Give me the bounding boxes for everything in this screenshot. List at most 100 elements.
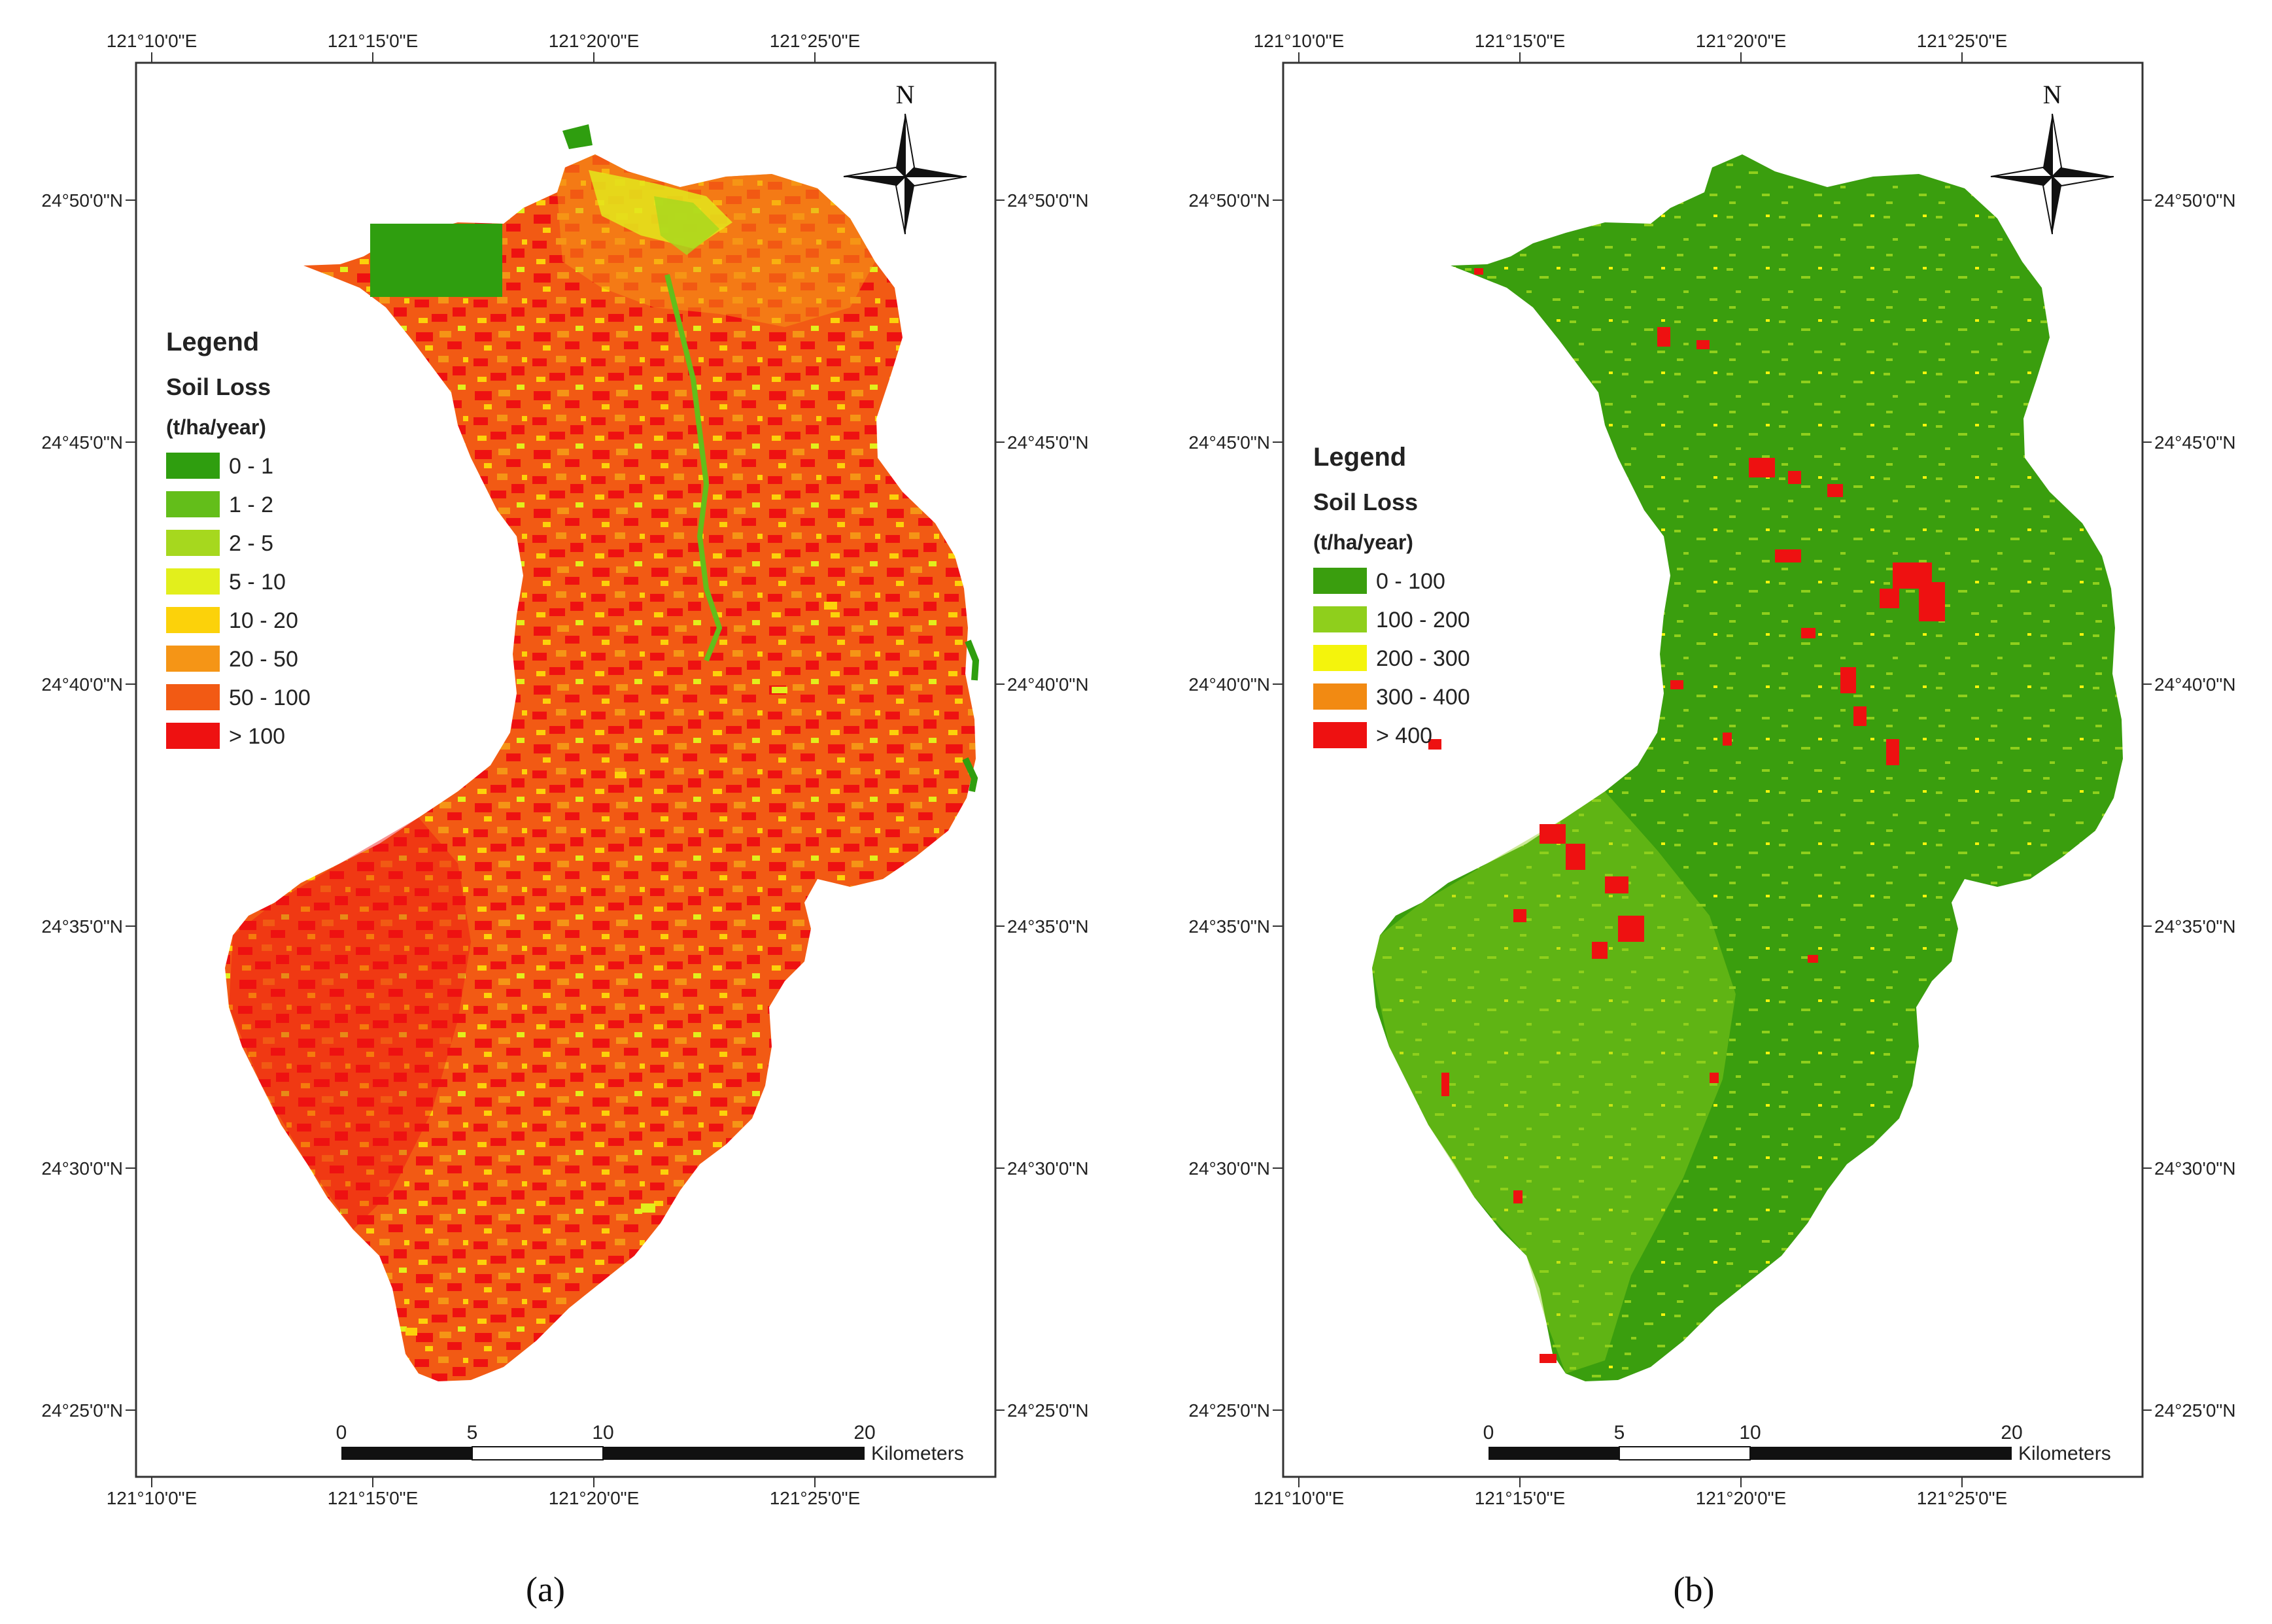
scale-label: 5 (1614, 1422, 1625, 1443)
panel-caption: (a) (526, 1570, 565, 1609)
top-tick-labels: 121°10'0"E 121°15'0"E 121°20'0"E 121°25'… (1254, 31, 2008, 63)
bottom-tick-label: 121°25'0"E (770, 1488, 861, 1508)
scale-label: 20 (853, 1422, 875, 1443)
top-tick-label: 121°25'0"E (770, 31, 861, 51)
legend-subtitle: Soil Loss (166, 373, 271, 400)
legend-swatch (1313, 722, 1367, 748)
scale-bar: 0 5 10 20 Kilometers (336, 1422, 964, 1464)
legend-swatch (166, 723, 220, 749)
legend-items: 0 - 100 100 - 200 200 - 300 300 - 400 > … (1313, 568, 1470, 748)
legend-items: 0 - 1 1 - 2 2 - 5 5 - 10 10 - 20 20 - 50… (166, 453, 311, 749)
top-tick-label: 121°15'0"E (1475, 31, 1566, 51)
legend-label: 10 - 20 (229, 608, 298, 633)
legend-swatch (1313, 683, 1367, 710)
left-tick-labels: 24°50'0"N 24°45'0"N 24°40'0"N 24°35'0"N … (1188, 190, 1283, 1421)
left-tick-label: 24°35'0"N (41, 916, 123, 937)
left-tick-label: 24°35'0"N (1188, 916, 1270, 937)
legend-swatch (166, 568, 220, 595)
legend-unit: (t/ha/year) (1313, 530, 1413, 554)
bottom-tick-label: 121°10'0"E (107, 1488, 198, 1508)
legend-title: Legend (166, 328, 259, 356)
bottom-tick-label: 121°20'0"E (1696, 1488, 1787, 1508)
legend: Legend Soil Loss (t/ha/year) 0 - 1 1 - 2… (166, 328, 311, 749)
bottom-tick-label: 121°15'0"E (328, 1488, 419, 1508)
right-tick-label: 24°25'0"N (2154, 1400, 2236, 1421)
legend-swatch (1313, 645, 1367, 671)
top-tick-labels: 121°10'0"E 121°15'0"E 121°20'0"E 121°25'… (107, 31, 861, 63)
left-tick-label: 24°40'0"N (41, 674, 123, 695)
legend-swatch (166, 491, 220, 517)
left-tick-label: 24°50'0"N (1188, 190, 1270, 211)
north-arrow-icon: N (843, 80, 967, 235)
legend-label: > 400 (1376, 723, 1432, 748)
legend-swatch (166, 453, 220, 479)
legend-swatch (166, 646, 220, 672)
legend-label: > 100 (229, 724, 285, 749)
legend-label: 50 - 100 (229, 685, 311, 710)
scale-label: 0 (336, 1422, 347, 1443)
right-tick-label: 24°40'0"N (2154, 674, 2236, 695)
legend-label: 1 - 2 (229, 492, 273, 517)
legend-label: 200 - 300 (1376, 646, 1470, 671)
legend: Legend Soil Loss (t/ha/year) 0 - 100 100… (1313, 443, 1470, 748)
right-tick-label: 24°35'0"N (1007, 916, 1089, 937)
right-tick-labels: 24°50'0"N 24°45'0"N 24°40'0"N 24°35'0"N … (995, 190, 1089, 1421)
legend-label: 100 - 200 (1376, 608, 1470, 632)
bottom-tick-labels: 121°10'0"E 121°15'0"E 121°20'0"E 121°25'… (1254, 1477, 2008, 1508)
basin-map (225, 124, 980, 1381)
north-label: N (896, 80, 915, 109)
top-tick-label: 121°15'0"E (328, 31, 419, 51)
right-tick-label: 24°25'0"N (1007, 1400, 1089, 1421)
left-tick-label: 24°30'0"N (1188, 1158, 1270, 1179)
right-tick-label: 24°30'0"N (2154, 1158, 2236, 1179)
bottom-tick-label: 121°15'0"E (1475, 1488, 1566, 1508)
right-tick-label: 24°30'0"N (1007, 1158, 1089, 1179)
right-tick-label: 24°40'0"N (1007, 674, 1089, 695)
legend-label: 5 - 10 (229, 570, 286, 595)
top-tick-label: 121°25'0"E (1917, 31, 2008, 51)
legend-unit: (t/ha/year) (166, 415, 266, 439)
scale-label: 5 (467, 1422, 478, 1443)
legend-swatch (166, 607, 220, 633)
right-tick-label: 24°50'0"N (2154, 190, 2236, 211)
left-tick-label: 24°30'0"N (41, 1158, 123, 1179)
north-arrow-icon: N (1990, 80, 2114, 235)
left-tick-label: 24°45'0"N (41, 432, 123, 453)
top-tick-label: 121°20'0"E (1696, 31, 1787, 51)
top-tick-label: 121°20'0"E (549, 31, 640, 51)
legend-title: Legend (1313, 443, 1406, 472)
left-tick-label: 24°25'0"N (1188, 1400, 1270, 1421)
scale-unit: Kilometers (2018, 1443, 2111, 1464)
right-tick-label: 24°45'0"N (2154, 432, 2236, 453)
right-tick-label: 24°45'0"N (1007, 432, 1089, 453)
legend-label: 2 - 5 (229, 531, 273, 556)
hotspots (1428, 268, 1945, 1363)
left-tick-label: 24°40'0"N (1188, 674, 1270, 695)
left-tick-label: 24°50'0"N (41, 190, 123, 211)
legend-swatch (166, 684, 220, 710)
legend-label: 20 - 50 (229, 647, 298, 672)
left-tick-labels: 24°50'0"N 24°45'0"N 24°40'0"N 24°35'0"N … (41, 190, 136, 1421)
legend-label: 0 - 1 (229, 454, 273, 479)
scale-label: 10 (1739, 1422, 1761, 1443)
bottom-tick-label: 121°20'0"E (549, 1488, 640, 1508)
bottom-tick-label: 121°10'0"E (1254, 1488, 1345, 1508)
legend-swatch (1313, 568, 1367, 594)
legend-label: 0 - 100 (1376, 569, 1445, 594)
panel-b: 121°10'0"E 121°15'0"E 121°20'0"E 121°25'… (1188, 31, 2235, 1609)
top-tick-label: 121°10'0"E (107, 31, 198, 51)
legend-swatch (166, 530, 220, 556)
green-block (370, 224, 502, 297)
scale-label: 0 (1483, 1422, 1494, 1443)
right-tick-label: 24°50'0"N (1007, 190, 1089, 211)
legend-label: 300 - 400 (1376, 685, 1470, 710)
scale-label: 20 (2001, 1422, 2022, 1443)
legend-swatch (1313, 606, 1367, 632)
north-label: N (2043, 80, 2062, 109)
bottom-tick-label: 121°25'0"E (1917, 1488, 2008, 1508)
right-tick-label: 24°35'0"N (2154, 916, 2236, 937)
scale-bar: 0 5 10 20 Kilometers (1483, 1422, 2111, 1464)
panel-caption: (b) (1674, 1570, 1715, 1609)
right-tick-labels: 24°50'0"N 24°45'0"N 24°40'0"N 24°35'0"N … (2143, 190, 2236, 1421)
